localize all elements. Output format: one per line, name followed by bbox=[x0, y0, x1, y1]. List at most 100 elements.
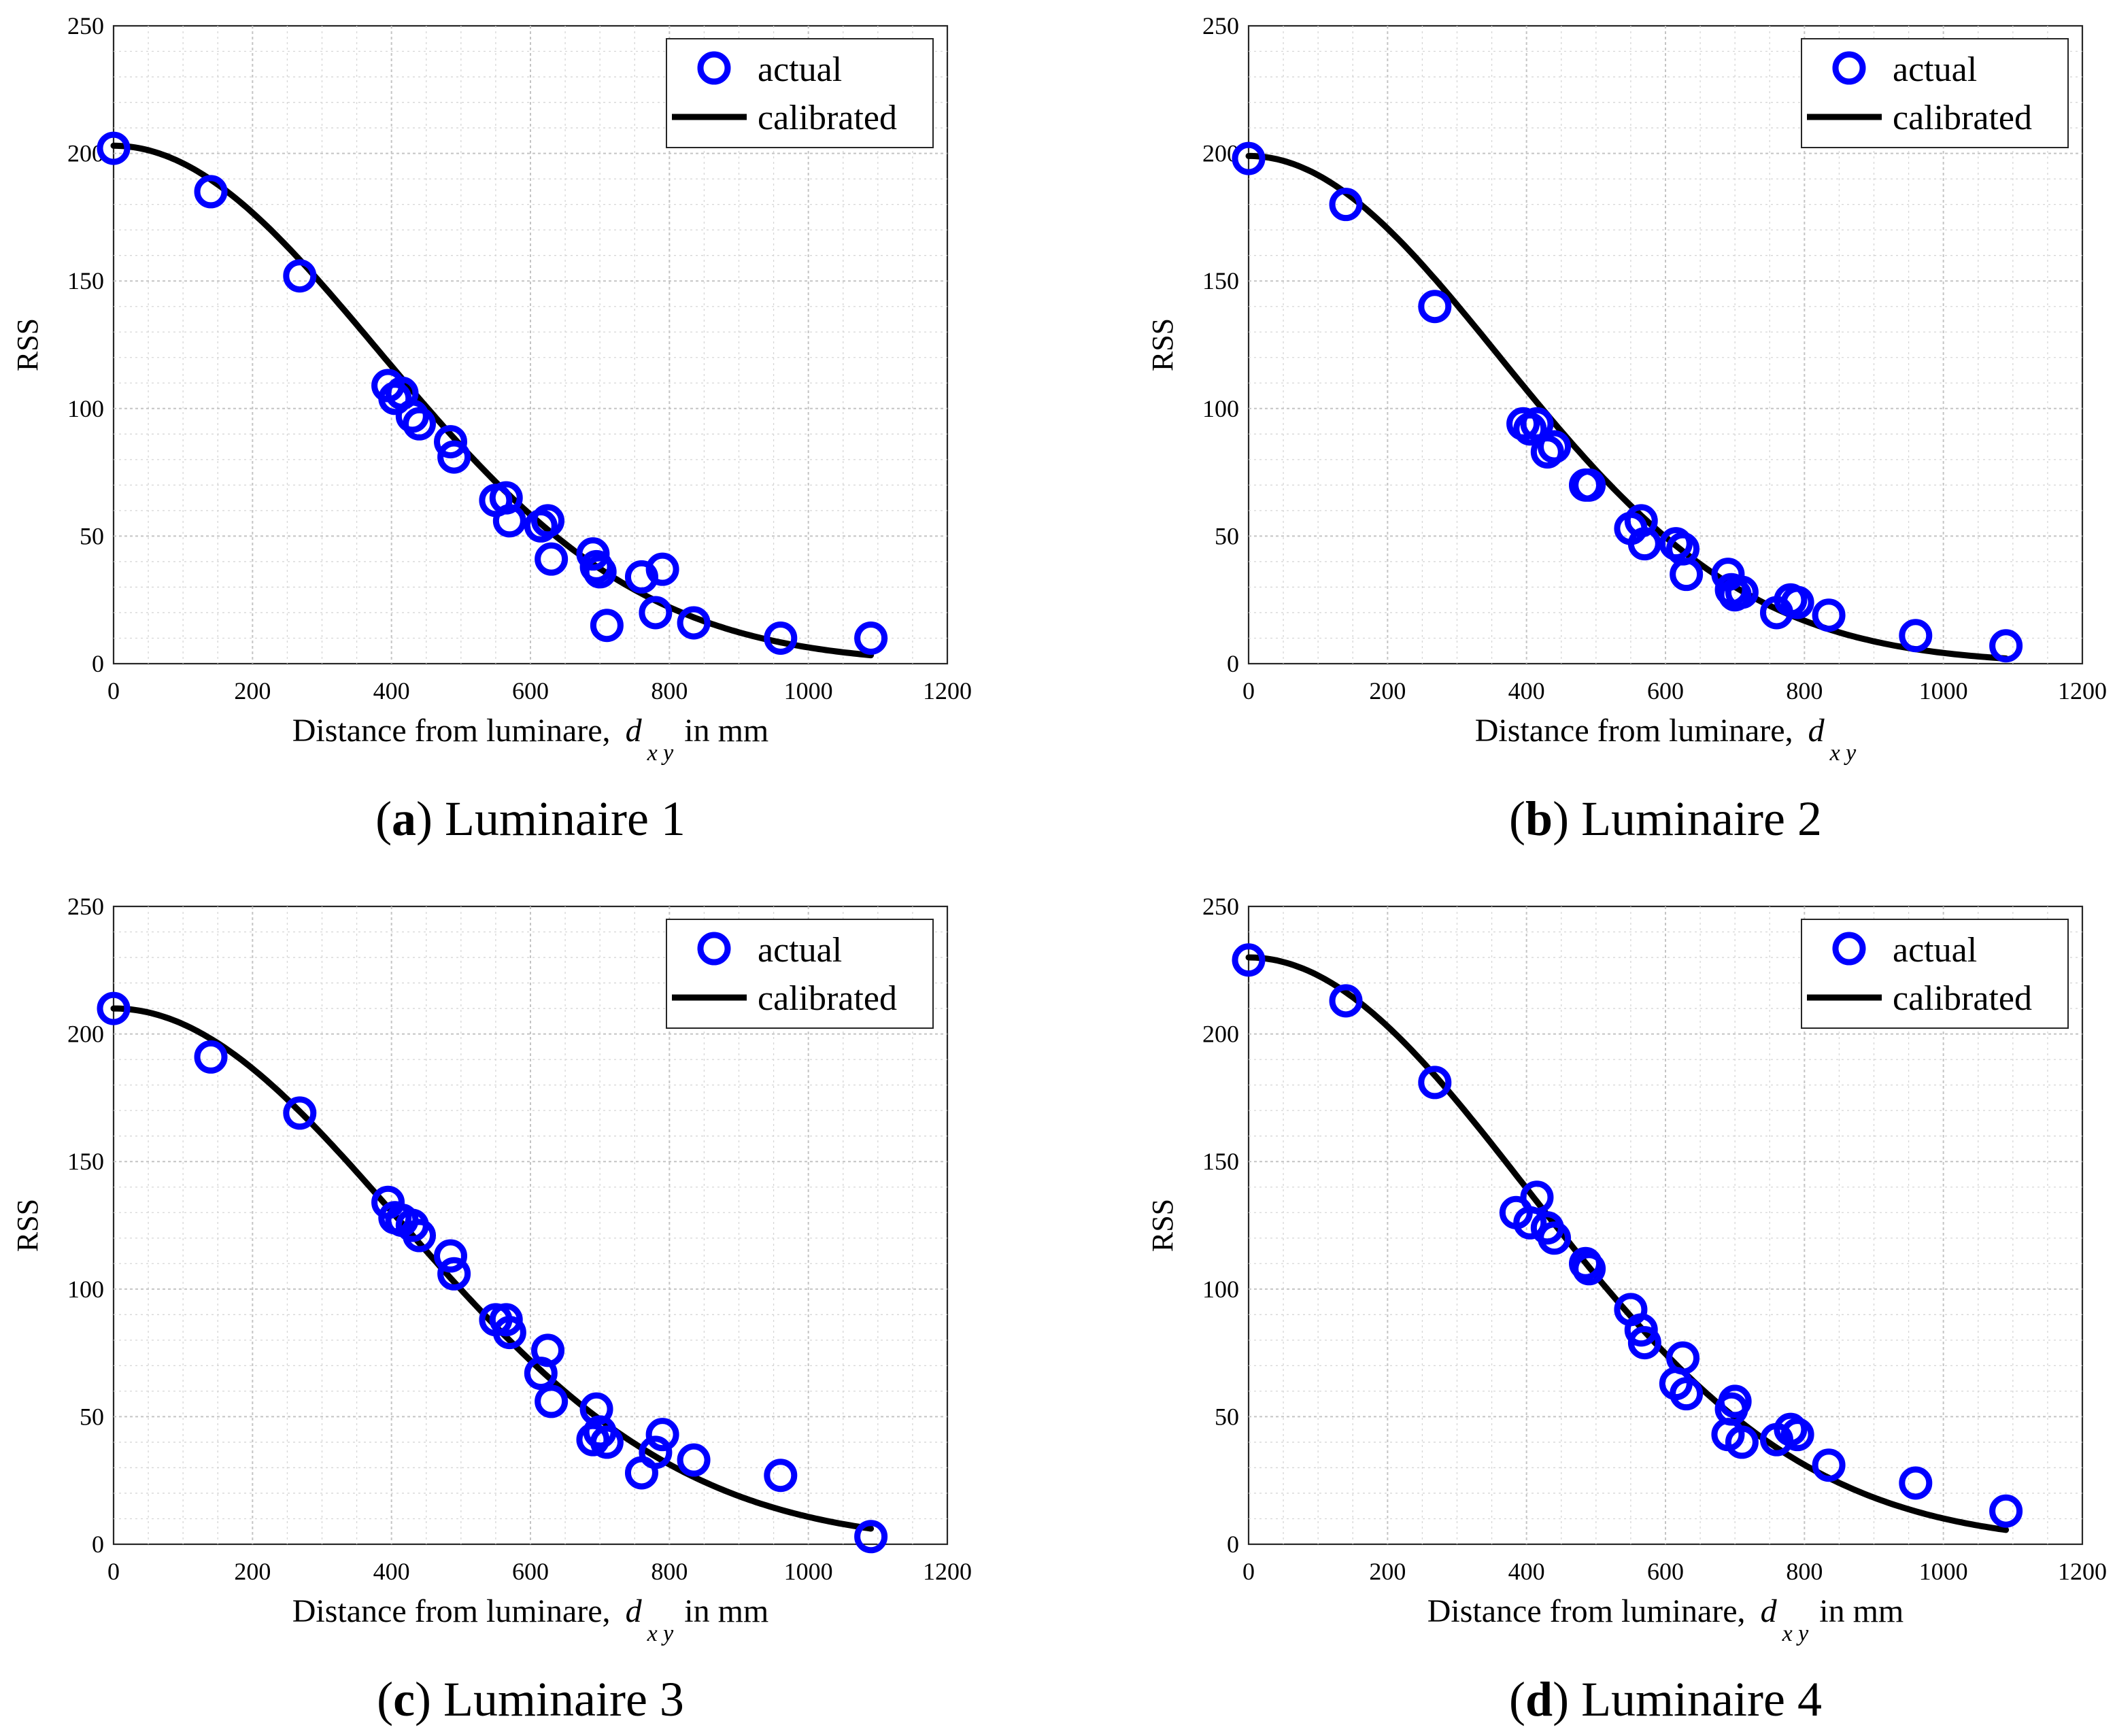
x-label-sub: x y bbox=[1829, 741, 1857, 766]
actual-point bbox=[624, 560, 658, 594]
legend-actual-label: actual bbox=[1893, 931, 1977, 970]
actual-point bbox=[1899, 1466, 1933, 1500]
x-tick-label: 800 bbox=[1786, 1558, 1823, 1585]
actual-point bbox=[1989, 1494, 2023, 1528]
actual-point bbox=[583, 555, 617, 589]
x-label-suffix: in mm bbox=[684, 713, 768, 749]
y-tick-label: 150 bbox=[1202, 267, 1239, 294]
x-tick-label: 600 bbox=[512, 1558, 549, 1585]
caption-letter: a bbox=[392, 792, 416, 846]
actual-point bbox=[1812, 598, 1846, 632]
y-tick-label: 250 bbox=[1202, 12, 1239, 39]
legend-calibrated-label: calibrated bbox=[1893, 99, 2032, 137]
actual-point bbox=[1624, 504, 1658, 538]
x-tick-label: 1200 bbox=[2058, 1558, 2107, 1585]
actual-point bbox=[1666, 1341, 1700, 1375]
x-tick-label: 800 bbox=[651, 1558, 688, 1585]
actual-point bbox=[677, 1443, 711, 1477]
x-label-var: d bbox=[626, 713, 643, 749]
y-tick-label: 0 bbox=[92, 650, 104, 677]
y-axis-label: RSS bbox=[1146, 318, 1179, 371]
actual-point bbox=[1627, 527, 1661, 561]
x-tick-label: 400 bbox=[1508, 677, 1545, 704]
legend-actual-label: actual bbox=[1893, 50, 1977, 89]
x-axis-label: Distance from luminare, dx y in mm bbox=[1427, 1593, 1904, 1646]
plot-content bbox=[1232, 141, 2023, 663]
actual-point bbox=[1989, 629, 2023, 663]
actual-point bbox=[403, 1219, 437, 1253]
actual-point bbox=[1538, 1221, 1572, 1255]
x-tick-label: 200 bbox=[234, 1558, 271, 1585]
legend-actual-label: actual bbox=[758, 931, 842, 970]
y-axis-label: RSS bbox=[1146, 1199, 1179, 1252]
actual-point bbox=[1329, 188, 1363, 222]
x-label-var: d bbox=[1808, 713, 1825, 749]
x-tick-label: 200 bbox=[1369, 1558, 1406, 1585]
actual-point bbox=[1899, 619, 1933, 653]
x-tick-label: 1000 bbox=[784, 1558, 833, 1585]
actual-point bbox=[1418, 290, 1452, 324]
actual-point bbox=[854, 1520, 888, 1554]
y-tick-label: 50 bbox=[80, 1403, 104, 1430]
actual-point bbox=[1232, 943, 1266, 977]
y-tick-label: 0 bbox=[92, 1531, 104, 1558]
calibrated-curve bbox=[110, 142, 875, 659]
actual-point bbox=[1725, 575, 1759, 609]
actual-point bbox=[1538, 430, 1572, 464]
legend: actual calibrated bbox=[666, 38, 934, 148]
legend: actual calibrated bbox=[1801, 919, 2069, 1029]
x-label-var: d bbox=[626, 1593, 643, 1629]
actual-point bbox=[531, 504, 565, 538]
caption-letter: b bbox=[1525, 792, 1553, 846]
legend-actual-marker bbox=[1832, 932, 1866, 966]
x-tick-labels: 0 200 400 600 800 1000 1200 bbox=[1242, 1558, 2107, 1585]
x-tick-label: 600 bbox=[512, 677, 549, 704]
x-tick-label: 0 bbox=[1242, 677, 1255, 704]
legend-calibrated-label: calibrated bbox=[758, 99, 897, 137]
x-tick-labels: 0 200 400 600 800 1000 1200 bbox=[107, 677, 972, 704]
y-tick-label: 200 bbox=[67, 1021, 104, 1048]
actual-point bbox=[579, 1392, 613, 1426]
legend-actual-label: actual bbox=[758, 50, 842, 89]
actual-point bbox=[677, 606, 711, 640]
x-tick-label: 600 bbox=[1647, 677, 1684, 704]
actual-point bbox=[437, 440, 471, 474]
actual-point bbox=[283, 1096, 317, 1130]
caption-letter: d bbox=[1525, 1672, 1553, 1726]
legend-calibrated-label: calibrated bbox=[1893, 979, 2032, 1018]
calibrated-curve bbox=[1245, 152, 2010, 662]
actual-point bbox=[1725, 1425, 1759, 1459]
y-tick-label: 100 bbox=[67, 1276, 104, 1303]
actual-point bbox=[639, 1435, 673, 1469]
actual-point bbox=[1670, 558, 1704, 592]
legend-calibrated-label: calibrated bbox=[758, 979, 897, 1018]
x-tick-label: 400 bbox=[1508, 1558, 1545, 1585]
y-tick-label: 200 bbox=[1202, 1021, 1239, 1048]
actual-point bbox=[403, 407, 437, 441]
actual-point bbox=[97, 131, 131, 165]
x-tick-label: 1000 bbox=[1919, 1558, 1968, 1585]
actual-point bbox=[1520, 407, 1554, 441]
actual-point bbox=[576, 1423, 610, 1457]
caption-text: Luminaire 1 bbox=[433, 792, 686, 846]
actual-point bbox=[1718, 1384, 1752, 1418]
actual-point bbox=[645, 552, 679, 586]
panel-caption: (c) Luminaire 3 bbox=[377, 1672, 684, 1726]
calibrated-curve bbox=[1245, 954, 2010, 1533]
actual-point bbox=[1812, 1448, 1846, 1482]
actual-point bbox=[1520, 1180, 1554, 1214]
x-tick-label: 0 bbox=[107, 1558, 120, 1585]
x-axis-label: Distance from luminare, dx y in mm bbox=[292, 713, 769, 766]
y-tick-label: 50 bbox=[80, 522, 104, 549]
y-tick-label: 100 bbox=[1202, 395, 1239, 422]
actual-point bbox=[492, 1316, 526, 1350]
x-tick-label: 1200 bbox=[923, 677, 972, 704]
actual-point bbox=[1627, 1326, 1661, 1360]
y-tick-label: 150 bbox=[67, 1148, 104, 1175]
x-tick-label: 0 bbox=[1242, 1558, 1255, 1585]
x-axis-label: Distance from luminare, dx y bbox=[1475, 713, 1857, 766]
y-tick-label: 50 bbox=[1215, 1403, 1239, 1430]
